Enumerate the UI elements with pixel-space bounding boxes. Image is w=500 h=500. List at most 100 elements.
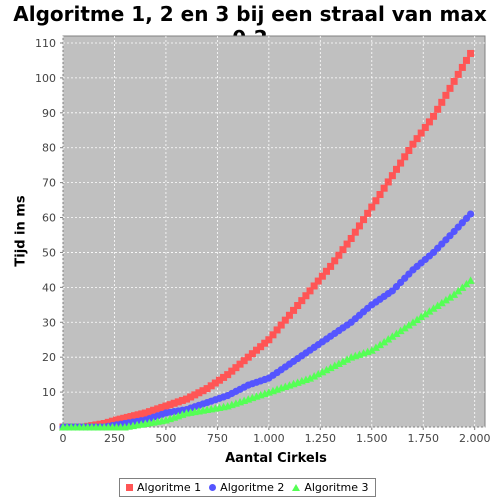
y-tick-label: 30	[42, 316, 56, 329]
data-point-algoritme-1	[220, 373, 228, 381]
y-tick-label: 50	[42, 246, 56, 259]
data-point-algoritme-3	[421, 309, 430, 318]
data-point-algoritme-1	[138, 410, 146, 418]
data-point-algoritme-1	[265, 336, 273, 344]
data-point-algoritme-1	[232, 364, 240, 372]
plot-background	[62, 35, 486, 428]
data-point-algoritme-1	[327, 262, 335, 270]
data-point-algoritme-1	[207, 382, 215, 390]
legend-square-marker	[126, 484, 133, 491]
data-point-algoritme-1	[236, 360, 244, 368]
data-point-algoritme-3	[334, 359, 343, 367]
data-point-algoritme-1	[170, 399, 178, 407]
data-point-algoritme-1	[397, 159, 405, 167]
data-point-algoritme-1	[199, 387, 207, 395]
data-point-algoritme-3	[384, 335, 393, 343]
data-point-algoritme-1	[298, 297, 306, 305]
data-point-algoritme-3	[437, 298, 446, 307]
data-point-algoritme-3	[413, 315, 422, 323]
legend-item-1: Algoritme 1	[126, 481, 201, 494]
data-point-algoritme-1	[174, 398, 182, 406]
data-point-algoritme-1	[123, 413, 131, 421]
data-point-algoritme-1	[277, 321, 285, 329]
data-point-algoritme-3	[367, 346, 376, 354]
data-point-algoritme-1	[191, 391, 199, 399]
data-point-algoritme-1	[108, 417, 116, 425]
data-point-algoritme-1	[322, 267, 330, 275]
data-point-algoritme-1	[162, 402, 170, 410]
data-point-algoritme-1	[355, 222, 363, 230]
legend-item-3: Algoritme 3	[292, 481, 369, 494]
data-point-algoritme-1	[183, 395, 191, 403]
data-point-algoritme-1	[178, 396, 186, 404]
legend-label-2: Algoritme 2	[220, 481, 285, 494]
y-tick-label: 40	[42, 281, 56, 294]
data-point-algoritme-1	[442, 91, 450, 99]
legend: Algoritme 1 Algoritme 2 Algoritme 3	[119, 478, 376, 497]
data-point-algoritme-1	[294, 302, 302, 310]
data-point-algoritme-1	[343, 240, 351, 248]
data-point-algoritme-3	[338, 357, 347, 365]
data-point-algoritme-3	[454, 286, 463, 295]
data-point-algoritme-1	[331, 257, 339, 265]
data-point-algoritme-3	[371, 343, 380, 351]
data-point-algoritme-1	[347, 234, 355, 242]
data-point-algoritme-3	[466, 276, 475, 284]
data-point-algoritme-1	[285, 311, 293, 319]
data-point-algoritme-1	[154, 405, 162, 413]
data-point-algoritme-3	[396, 326, 405, 335]
data-point-algoritme-1	[421, 123, 429, 131]
x-tick-label: 500	[155, 432, 176, 445]
data-point-algoritme-1	[127, 413, 135, 421]
data-point-algoritme-3	[417, 312, 426, 321]
data-point-algoritme-3	[425, 307, 434, 315]
data-point-algoritme-1	[413, 135, 421, 143]
data-point-algoritme-1	[273, 326, 281, 334]
x-tick-label: 1.500	[356, 432, 388, 445]
data-point-algoritme-3	[318, 367, 327, 376]
data-point-algoritme-1	[257, 343, 265, 351]
data-point-algoritme-1	[401, 153, 409, 161]
data-point-algoritme-3	[343, 355, 352, 363]
x-tick-label: 750	[207, 432, 228, 445]
y-tick-label: 0	[49, 421, 56, 434]
data-point-algoritme-1	[351, 228, 359, 236]
data-point-algoritme-3	[310, 372, 319, 380]
y-tick-label: 90	[42, 107, 56, 120]
data-point-algoritme-1	[417, 129, 425, 137]
data-point-algoritme-1	[430, 112, 438, 120]
data-point-algoritme-1	[425, 118, 433, 126]
data-point-algoritme-1	[409, 140, 417, 148]
data-point-algoritme-1	[134, 411, 142, 419]
data-point-algoritme-1	[131, 412, 139, 420]
data-point-algoritme-1	[310, 282, 318, 290]
data-point-algoritme-3	[306, 374, 315, 382]
data-point-algoritme-1	[392, 165, 400, 173]
data-point-algoritme-1	[203, 385, 211, 393]
data-point-algoritme-1	[380, 184, 388, 192]
x-axis-label: Aantal Cirkels	[225, 451, 327, 466]
data-point-algoritme-3	[314, 369, 323, 378]
data-point-algoritme-1	[269, 331, 277, 339]
data-point-algoritme-1	[195, 389, 203, 397]
y-tick-label: 60	[42, 212, 56, 225]
data-point-algoritme-1	[318, 272, 326, 280]
data-point-algoritme-3	[376, 340, 385, 349]
data-point-algoritme-1	[211, 379, 219, 387]
data-point-algoritme-3	[404, 321, 413, 329]
y-tick-label: 20	[42, 351, 56, 364]
data-point-algoritme-3	[429, 304, 438, 312]
data-point-algoritme-1	[339, 246, 347, 254]
data-point-algoritme-1	[104, 418, 112, 426]
data-point-algoritme-1	[335, 251, 343, 259]
data-point-algoritme-1	[224, 371, 232, 379]
data-point-algoritme-3	[392, 329, 401, 337]
data-point-algoritme-1	[446, 84, 454, 92]
legend-label-3: Algoritme 3	[304, 481, 369, 494]
data-point-algoritme-3	[330, 361, 339, 370]
data-point-algoritme-1	[215, 376, 223, 384]
legend-circle-marker	[209, 484, 217, 491]
x-tick-label: 2.000	[459, 432, 491, 445]
legend-item-2: Algoritme 2	[209, 481, 284, 494]
data-point-algoritme-1	[405, 147, 413, 155]
